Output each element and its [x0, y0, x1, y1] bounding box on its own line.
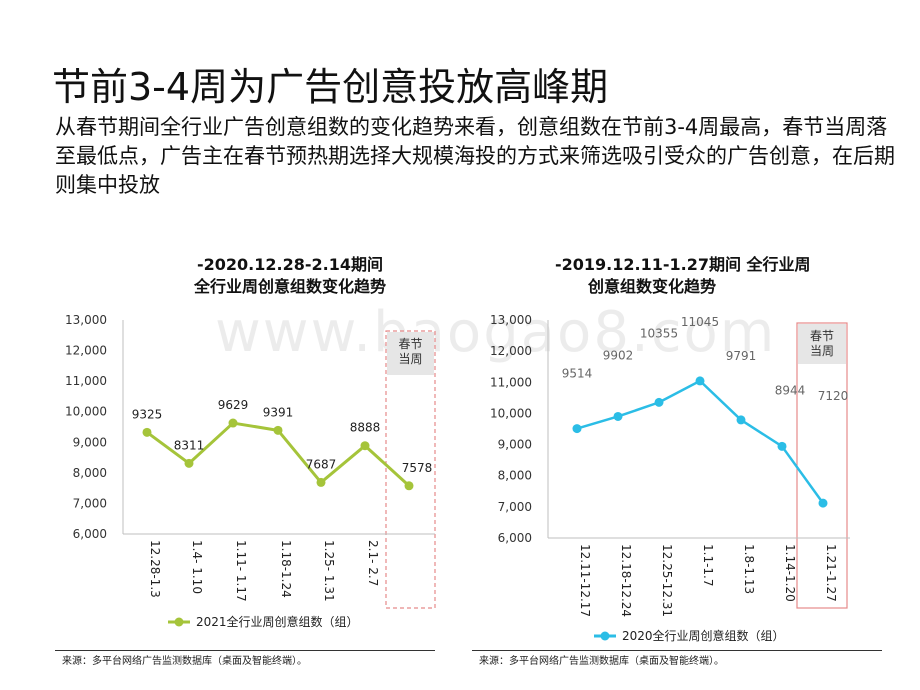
- right-data-point: [695, 376, 705, 386]
- right-x-tick-label: 1.21-1.27: [824, 544, 838, 602]
- left-y-tick-label: 11,000: [65, 374, 107, 388]
- left-source-divider: [55, 650, 435, 651]
- left-x-tick-label: 2.1- 2.7: [366, 540, 380, 586]
- left-chart-title-line1: -2020.12.28-2.14期间: [197, 255, 383, 274]
- right-data-label: 7120: [818, 389, 849, 403]
- right-series-line: [576, 379, 825, 504]
- right-highlight-box: [796, 322, 848, 609]
- right-y-tick-label: 10,000: [490, 406, 532, 420]
- right-data-label: 11045: [681, 315, 719, 329]
- right-y-tick-label: 8,000: [498, 469, 532, 483]
- left-y-tick-label: 9,000: [73, 435, 107, 449]
- page-subtitle: 从春节期间全行业广告创意组数的变化趋势来看，创意组数在节前3-4周最高，春节当周…: [55, 115, 895, 197]
- right-data-point: [572, 424, 582, 434]
- right-highlight-fill: [798, 324, 846, 364]
- right-data-point: [818, 498, 828, 508]
- left-data-label: 7687: [306, 457, 337, 471]
- watermark: www.baogao8.com: [215, 300, 777, 365]
- left-x-tick-label: 1.11- 1.17: [234, 540, 248, 602]
- right-data-label: 9514: [562, 367, 593, 381]
- left-highlight-label: 当周: [398, 352, 422, 366]
- left-data-point: [184, 458, 194, 468]
- left-data-label: 9325: [132, 407, 163, 421]
- right-data-point: [654, 397, 664, 407]
- left-chart-title-line2: 全行业周创意组数变化趋势: [193, 277, 386, 296]
- left-y-tick-label: 7,000: [73, 496, 107, 510]
- right-source-note: 来源：多平台网络广告监测数据库（桌面及智能终端）。: [479, 656, 724, 667]
- left-data-point: [360, 441, 370, 451]
- right-x-tick-label: 1.8-1.13: [742, 544, 756, 594]
- left-highlight-box: [385, 330, 436, 609]
- right-legend-marker: [600, 631, 610, 641]
- left-data-point: [142, 427, 152, 437]
- right-data-label: 8944: [775, 383, 806, 397]
- left-chart-title: -2020.12.28-2.14期间 全行业周创意组数变化趋势: [140, 254, 440, 298]
- right-x-tick-label: 12.25-12.31: [660, 544, 674, 617]
- right-data-point: [777, 441, 787, 451]
- right-x-tick-label: 12.11-12.17: [578, 544, 592, 617]
- left-highlight-fill: [387, 332, 434, 375]
- right-y-tick-label: 12,000: [490, 344, 532, 358]
- left-data-label: 8311: [174, 438, 205, 452]
- right-x-tick-label: 1.14-1.20: [783, 544, 797, 602]
- left-x-tick-label: 1.4- 1.10: [190, 540, 204, 594]
- right-y-tick-label: 7,000: [498, 500, 532, 514]
- left-highlight-label: 春节: [398, 337, 422, 351]
- left-y-tick-label: 8,000: [73, 466, 107, 480]
- right-data-label: 9791: [726, 349, 757, 363]
- right-x-tick-label: 12.18-12.24: [619, 544, 633, 617]
- left-x-tick-label: 12.28-1.3: [148, 540, 162, 598]
- right-x-tick-label: 1.1-1.7: [701, 544, 715, 587]
- left-data-label: 9629: [218, 398, 249, 412]
- right-y-tick-label: 11,000: [490, 375, 532, 389]
- left-x-tick-label: 1.25- 1.31: [322, 540, 336, 602]
- left-data-point: [316, 477, 326, 487]
- right-y-tick-label: 6,000: [498, 531, 532, 545]
- right-legend-label: 2020全行业周创意组数（组）: [622, 628, 785, 643]
- right-data-label: 9902: [603, 348, 634, 362]
- right-y-tick-label: 13,000: [490, 313, 532, 327]
- right-y-tick-label: 9,000: [498, 438, 532, 452]
- left-source-note: 来源：多平台网络广告监测数据库（桌面及智能终端）。: [62, 656, 307, 667]
- left-data-point: [228, 418, 238, 428]
- right-data-point: [736, 415, 746, 425]
- left-legend-label: 2021全行业周创意组数（组）: [196, 614, 359, 629]
- page-title: 节前3-4周为广告创意投放高峰期: [52, 65, 609, 109]
- left-y-tick-label: 13,000: [65, 313, 107, 327]
- left-y-tick-label: 12,000: [65, 344, 107, 358]
- right-source-divider: [472, 650, 882, 651]
- left-data-point: [404, 481, 414, 491]
- right-highlight-label: 春节: [810, 329, 834, 343]
- right-chart-title-line2: 创意组数变化趋势: [588, 277, 717, 296]
- left-legend-marker: [174, 617, 184, 627]
- right-highlight-label: 当周: [810, 344, 834, 358]
- left-x-tick-label: 1.18-1.24: [279, 540, 293, 598]
- left-data-point: [273, 425, 283, 435]
- left-y-tick-label: 6,000: [73, 527, 107, 541]
- left-data-label: 9391: [263, 405, 294, 419]
- left-data-label: 8888: [350, 421, 381, 435]
- right-chart-title: -2019.12.11-1.27期间 全行业周 创意组数变化趋势: [520, 254, 850, 298]
- left-data-label: 7578: [402, 461, 433, 475]
- right-chart-title-line1: -2019.12.11-1.27期间 全行业周: [555, 255, 811, 274]
- right-data-label: 10355: [640, 326, 678, 340]
- right-data-point: [613, 411, 623, 421]
- left-y-tick-label: 10,000: [65, 405, 107, 419]
